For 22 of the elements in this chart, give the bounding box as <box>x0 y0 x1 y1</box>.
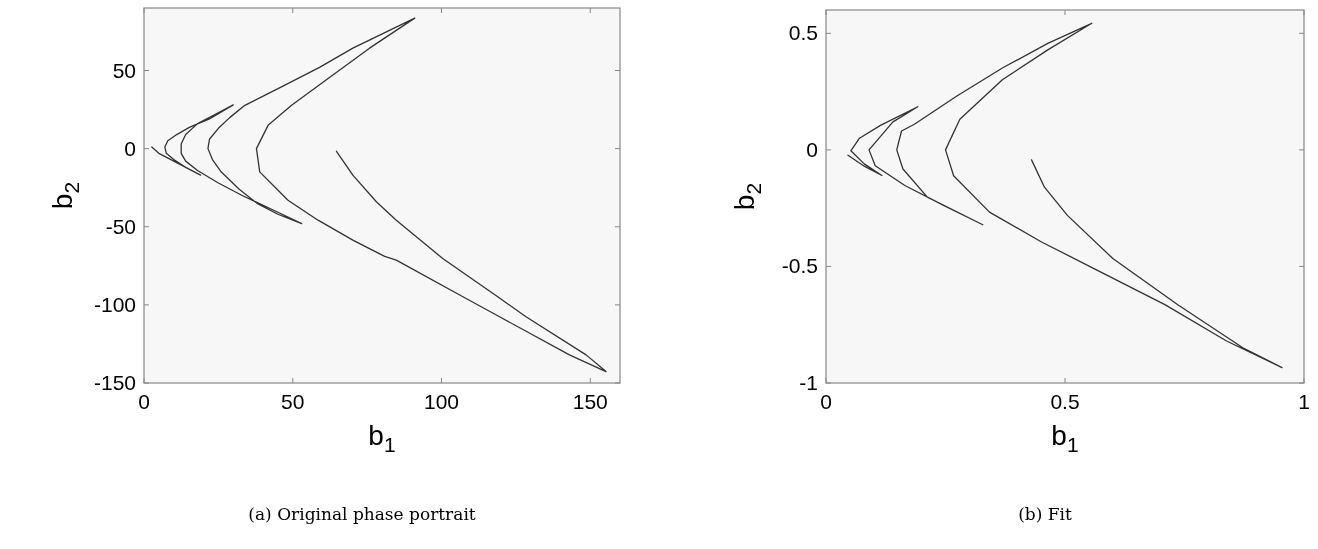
line-series <box>151 17 607 373</box>
x-tick-label: 0 <box>138 390 150 413</box>
text: (b) Fit <box>1018 504 1072 524</box>
y-tick-label: -0.5 <box>781 254 818 278</box>
text: (a) Original phase portrait <box>248 504 476 524</box>
x-tick-label: 150 <box>572 390 608 413</box>
y-tick-label: -150 <box>93 371 136 394</box>
x-axis-title: b$_{1}$ <box>368 420 396 457</box>
x-tick-label: 1 <box>1298 390 1310 413</box>
x-tick-label: 0.5 <box>1050 390 1080 413</box>
x-tick-label: 50 <box>281 390 305 413</box>
line-series <box>847 22 1283 369</box>
y-tick-label: 0 <box>124 136 136 160</box>
y-tick-label: -100 <box>93 292 136 316</box>
y-tick-label: -50 <box>105 214 136 238</box>
y-tick-label: 0.5 <box>788 21 818 45</box>
y-tick-label: 50 <box>112 58 136 82</box>
x-tick-label: 100 <box>423 390 460 413</box>
y-tick-label: -1 <box>799 371 818 394</box>
x-tick-label: 0 <box>820 390 832 413</box>
y-tick-label: 0 <box>806 137 818 161</box>
x-axis-title: b$_{1}$ <box>1051 420 1079 457</box>
